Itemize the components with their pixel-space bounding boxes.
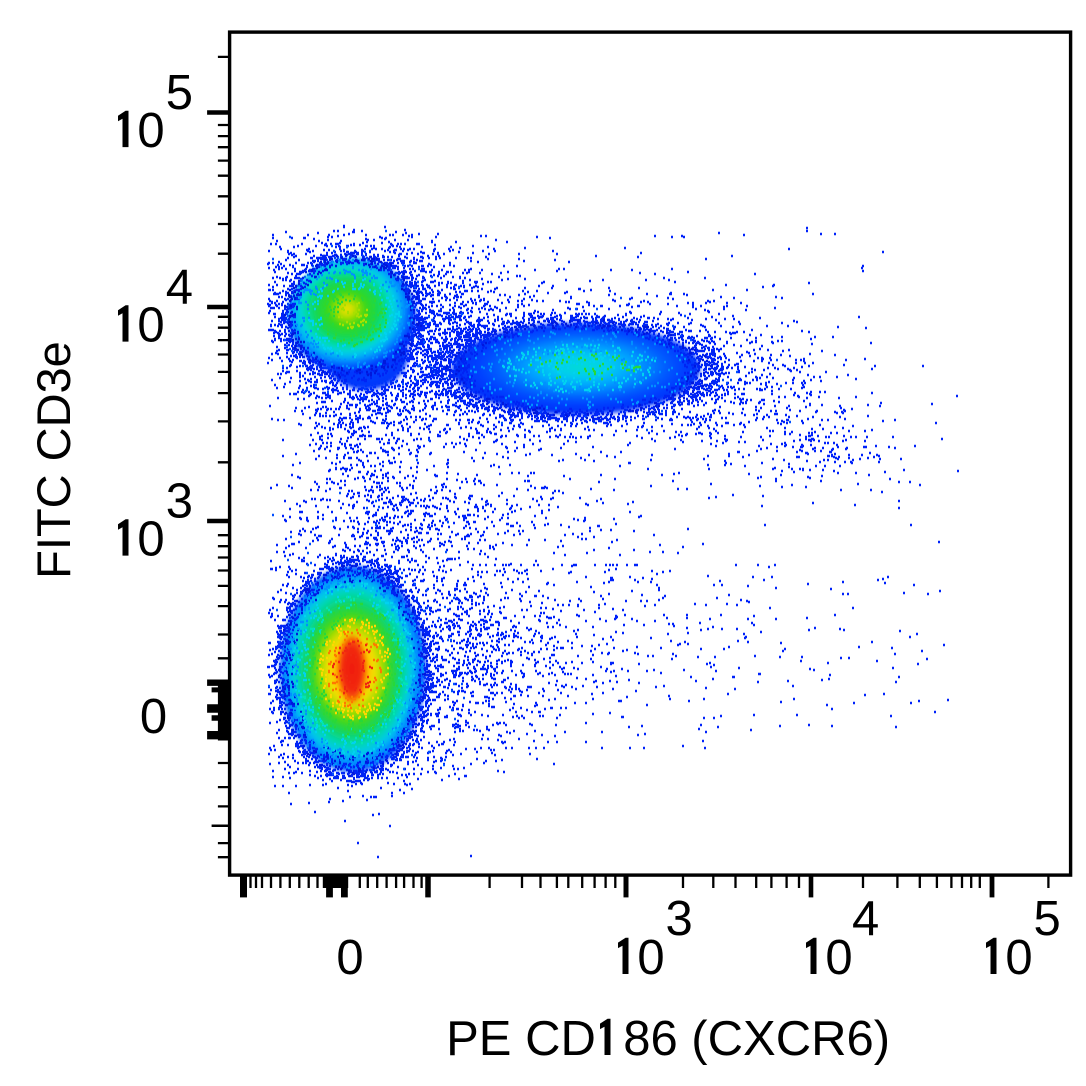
svg-text:0: 0 [825, 931, 852, 985]
svg-text:PE CD: PE CD [446, 1012, 596, 1066]
svg-text:5: 5 [166, 66, 193, 120]
svg-text:0: 0 [137, 513, 164, 567]
svg-text:0: 0 [336, 931, 363, 985]
svg-text:0: 0 [137, 299, 164, 353]
svg-text:0: 0 [637, 931, 664, 985]
svg-text:0: 0 [137, 104, 164, 158]
svg-text:5: 5 [1034, 892, 1061, 946]
svg-text:0: 0 [1005, 931, 1032, 985]
svg-text:86 (CXCR6): 86 (CXCR6) [623, 1012, 890, 1066]
svg-text:3: 3 [166, 475, 193, 529]
svg-text:4: 4 [852, 892, 879, 946]
svg-text:4: 4 [166, 261, 193, 315]
svg-text:3: 3 [666, 892, 693, 946]
svg-text:FITC CD3e: FITC CD3e [27, 341, 80, 579]
svg-text:0: 0 [140, 690, 167, 744]
